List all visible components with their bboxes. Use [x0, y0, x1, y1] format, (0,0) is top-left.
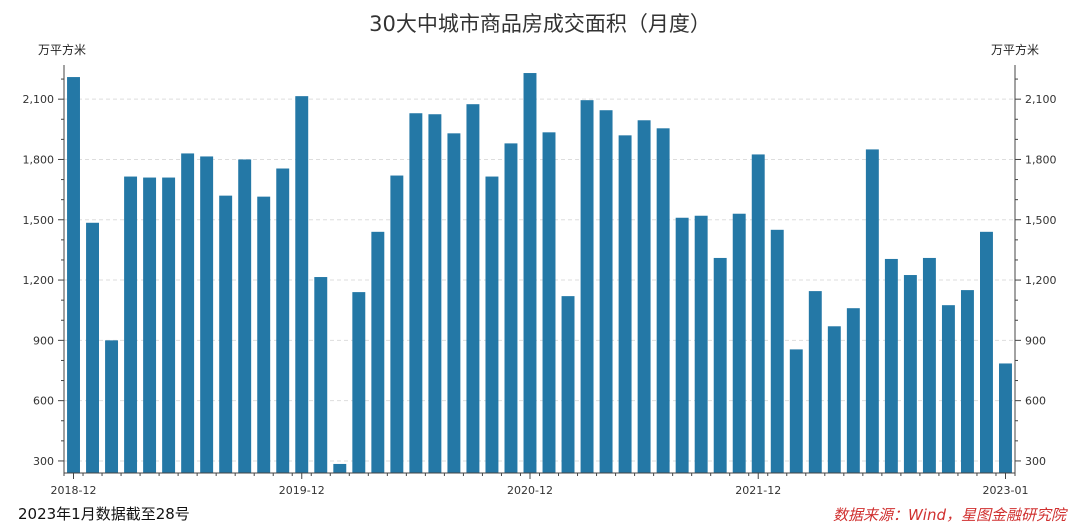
bar: [238, 159, 252, 473]
bar: [390, 175, 404, 473]
bar: [333, 463, 347, 473]
x-tick-label: 2018-12: [51, 484, 97, 497]
right-axis-unit: 万平方米: [991, 43, 1040, 57]
bar: [523, 73, 537, 474]
right-tick-label: 1,500: [1025, 214, 1057, 227]
left-tick-label: 1,200: [23, 274, 55, 287]
bar: [181, 153, 195, 473]
x-tick-label: 2021-12: [735, 484, 781, 497]
bar: [980, 231, 993, 473]
bar: [162, 177, 176, 473]
bar: [732, 213, 746, 473]
x-tick-label: 2020-12: [507, 484, 553, 497]
bar: [67, 77, 80, 473]
bar: [884, 258, 898, 473]
bar: [124, 176, 138, 473]
left-tick-label: 900: [33, 334, 54, 347]
bar: [542, 132, 556, 473]
left-tick-label: 2,100: [23, 93, 55, 106]
bar: [352, 292, 366, 473]
bar: [846, 308, 860, 473]
right-tick-label: 600: [1025, 395, 1046, 408]
bar: [999, 363, 1012, 473]
bar: [808, 291, 822, 473]
bar: [105, 340, 119, 473]
bar: [675, 217, 689, 473]
bar: [656, 128, 670, 473]
bar: [770, 229, 784, 473]
bar: [580, 100, 594, 473]
bar: [295, 96, 309, 473]
left-tick-label: 1,500: [23, 214, 55, 227]
bar: [637, 120, 651, 473]
bar: [561, 296, 575, 473]
bar: [789, 349, 803, 473]
bar: [827, 326, 841, 473]
right-tick-label: 900: [1025, 334, 1046, 347]
bar: [200, 156, 214, 473]
bar: [941, 305, 955, 473]
bar: [599, 110, 613, 473]
bar: [409, 113, 423, 473]
bar: [694, 215, 708, 473]
bar: [466, 104, 480, 474]
bar: [371, 231, 385, 473]
bar: [276, 168, 290, 473]
right-tick-label: 1,800: [1025, 153, 1057, 166]
left-tick-label: 600: [33, 395, 54, 408]
data-source: 数据来源：Wind，星图金融研究院: [832, 506, 1066, 524]
right-tick-label: 300: [1025, 455, 1046, 468]
left-tick-label: 300: [33, 455, 54, 468]
bar: [903, 275, 917, 473]
bar: [428, 114, 442, 473]
bar: [314, 277, 328, 473]
bar: [504, 143, 518, 474]
data-cutoff-note: 2023年1月数据截至28号: [18, 505, 190, 523]
axes: 300 300 600 600 900 900 1,200 1,200 1,500 1,500 1,…: [23, 65, 1057, 497]
bars: [67, 73, 1012, 474]
left-tick-label: 1,800: [23, 153, 55, 166]
right-tick-label: 1,200: [1025, 274, 1057, 287]
bar: [751, 154, 765, 474]
chart-title: 30大中城市商品房成交面积（月度）: [369, 12, 711, 36]
x-tick-label: 2019-12: [279, 484, 325, 497]
bar: [485, 176, 499, 473]
bar: [713, 257, 727, 473]
bar: [960, 290, 974, 473]
right-tick-label: 2,100: [1025, 93, 1057, 106]
x-tick-label: 2023-01: [983, 484, 1029, 497]
bar: [865, 149, 879, 473]
bar: [143, 177, 157, 473]
bar: [86, 222, 99, 473]
left-axis-unit: 万平方米: [38, 43, 87, 57]
bar: [219, 195, 233, 474]
bar: [447, 133, 461, 474]
bar: [257, 196, 271, 473]
bar: [618, 135, 632, 473]
bar: [922, 257, 936, 473]
